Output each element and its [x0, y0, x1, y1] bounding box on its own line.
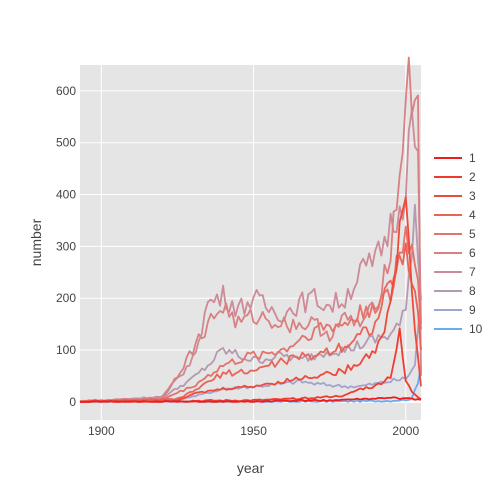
legend-label-6[interactable]: 6: [469, 246, 476, 260]
legend-label-1[interactable]: 1: [469, 151, 476, 165]
legend-label-4[interactable]: 4: [469, 208, 476, 222]
legend-label-9[interactable]: 9: [469, 303, 476, 317]
x-axis-title: year: [237, 460, 265, 476]
x-tick-label-1950: 1950: [240, 424, 267, 438]
series-lines: [79, 56, 422, 403]
legend-label-10[interactable]: 10: [469, 322, 483, 336]
x-tick-label-2000: 2000: [392, 424, 419, 438]
y-tick-label-600: 600: [56, 84, 76, 98]
y-tick-label-200: 200: [56, 291, 76, 305]
legend-label-2[interactable]: 2: [469, 170, 476, 184]
legend-label-8[interactable]: 8: [469, 284, 476, 298]
legend: 1 2 3 4 5 6 7 8 9 10: [434, 151, 483, 336]
legend-label-5[interactable]: 5: [469, 227, 476, 241]
x-tick-label-1900: 1900: [88, 424, 115, 438]
y-axis-title: number: [28, 218, 44, 266]
series-line-7[interactable]: [79, 109, 422, 403]
legend-label-7[interactable]: 7: [469, 265, 476, 279]
y-tick-label-0: 0: [69, 395, 76, 409]
y-axis-ticks: 0 100 200 300 400 500 600: [56, 84, 76, 409]
plot-background: [80, 65, 421, 420]
legend-label-3[interactable]: 3: [469, 189, 476, 203]
series-line-1[interactable]: [80, 396, 422, 403]
y-tick-label-500: 500: [56, 136, 76, 150]
x-axis-ticks: 1900 1950 2000: [88, 424, 419, 438]
y-tick-label-100: 100: [56, 343, 76, 357]
y-tick-label-400: 400: [56, 188, 76, 202]
y-tick-label-300: 300: [56, 239, 76, 253]
